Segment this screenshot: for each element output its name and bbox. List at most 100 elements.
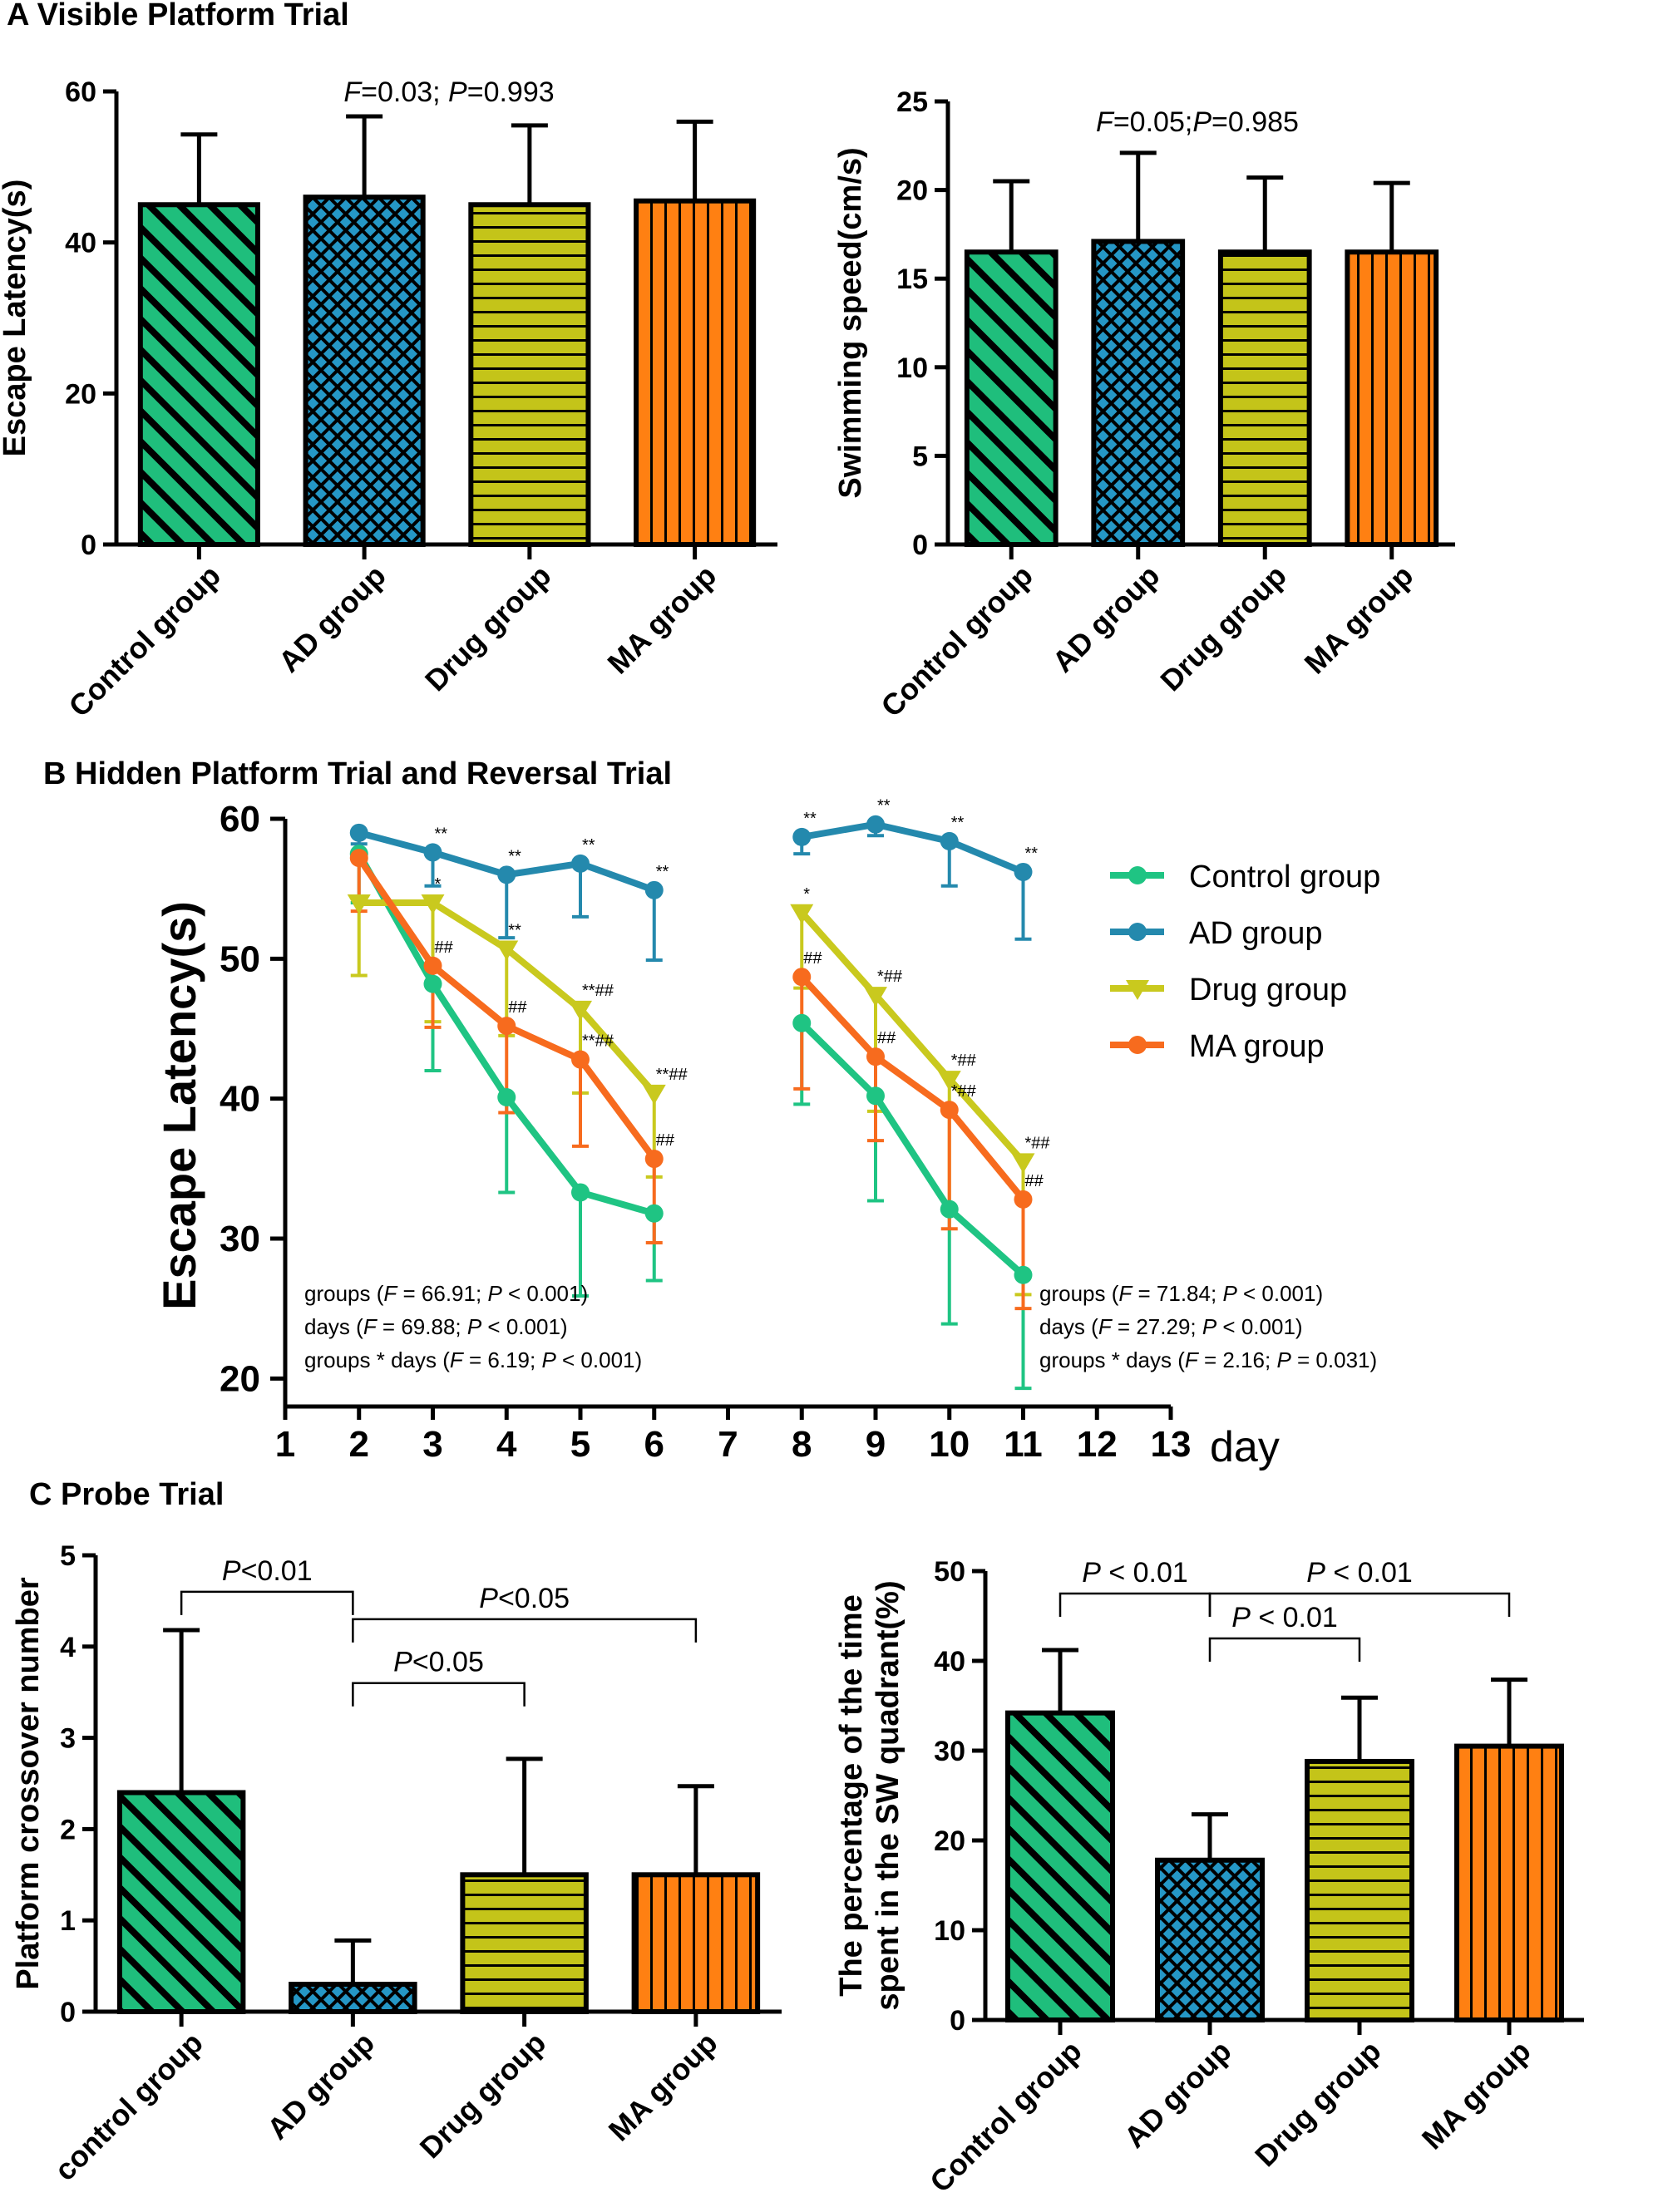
significance-mark: ** xyxy=(877,797,891,815)
chart-c1-platform-crossover: 0 1 2 3 4 5 control group AD group Drug group MA … xyxy=(11,1540,782,2187)
marker-control xyxy=(940,1200,959,1219)
y-axis-title: Escape Latency(s) xyxy=(153,901,205,1310)
y-tick-label: 15 xyxy=(896,264,928,295)
panel-a-title: A Visible Platform Trial xyxy=(7,0,349,32)
y-axis-title: Escape Latency(s) xyxy=(0,180,32,457)
marker-ad xyxy=(1014,862,1033,881)
y-tick-label: 5 xyxy=(60,1540,76,1572)
bar-drug xyxy=(460,1872,589,2015)
category-label: Drug group xyxy=(413,2026,553,2165)
bar-control xyxy=(137,202,260,547)
y-tick-label: 50 xyxy=(220,938,260,979)
series-line-control xyxy=(799,1020,1026,1278)
bar-drug xyxy=(468,202,591,547)
bracket-label: P<0.05 xyxy=(393,1647,484,1678)
bar-ma xyxy=(634,198,757,547)
significance-mark: ## xyxy=(1025,1172,1044,1190)
y-tick-label: 40 xyxy=(934,1646,965,1677)
series-line-ad xyxy=(801,820,1025,875)
bar-ad xyxy=(289,1982,417,2015)
marker-ma xyxy=(423,956,442,975)
y-tick-label: 40 xyxy=(65,228,96,259)
significance-mark: ** xyxy=(951,814,965,832)
category-label: AD group xyxy=(1118,2034,1238,2155)
y-axis-title-line1: The percentage of the time xyxy=(834,1594,869,1997)
marker-ad xyxy=(940,831,959,850)
significance-mark: ** xyxy=(435,825,448,843)
marker-ad xyxy=(423,843,442,862)
marker-ma xyxy=(792,968,812,987)
y-tick-label: 0 xyxy=(81,530,96,561)
y-tick-label: 20 xyxy=(65,378,96,410)
panel-b-title: B Hidden Platform Trial and Reversal Tri… xyxy=(43,756,672,791)
significance-mark: *## xyxy=(1025,1134,1051,1152)
chart-c2-sw-quadrant-time: 0 10 20 30 40 50 Control group AD group Drug gro… xyxy=(834,1556,1584,2199)
marker-control xyxy=(423,974,442,993)
category-label: AD group xyxy=(260,2026,381,2146)
panel-c-title: C Probe Trial xyxy=(29,1477,224,1512)
x-tick-label: 3 xyxy=(422,1424,442,1465)
marker-ma xyxy=(1014,1190,1033,1209)
series-line-drug xyxy=(799,910,1026,1165)
legend-marker-ad xyxy=(1128,923,1147,941)
significance-mark: ## xyxy=(877,1029,896,1047)
series-line-ma xyxy=(799,974,1026,1202)
legend-marker-drug xyxy=(1126,980,1149,1000)
category-label: Control group xyxy=(874,559,1039,724)
y-axis-title: Platform crossover number xyxy=(11,1577,46,1989)
y-tick-label: 30 xyxy=(220,1219,260,1259)
category-label: Control group xyxy=(62,559,227,724)
significance-bracket xyxy=(1058,1592,1211,1617)
category-label: MA group xyxy=(1415,2034,1537,2156)
bar-drug xyxy=(1305,1758,1414,2022)
bar-ma xyxy=(1345,249,1439,547)
y-axis-title-line2: spent in the SW quadrant(%) xyxy=(871,1580,906,2010)
bracket-label: P < 0.01 xyxy=(1231,1602,1338,1633)
x-tick-label: 10 xyxy=(929,1424,970,1465)
bar-drug xyxy=(1217,249,1312,547)
x-tick-label: 9 xyxy=(866,1424,886,1465)
category-label: Drug group xyxy=(1248,2034,1388,2174)
y-tick-label: 4 xyxy=(60,1632,76,1663)
significance-mark: * xyxy=(435,875,442,894)
legend-marker-control xyxy=(1128,866,1147,884)
stats-left: days (F = 69.88; P < 0.001) xyxy=(304,1314,568,1339)
category-label: AD group xyxy=(272,559,392,679)
significance-bracket xyxy=(352,1618,698,1643)
bar-ma xyxy=(1454,1743,1564,2023)
marker-control xyxy=(792,1013,812,1032)
marker-ma xyxy=(644,1150,664,1169)
marker-ma xyxy=(866,1047,885,1067)
x-tick-label: 6 xyxy=(644,1424,664,1465)
y-tick-label: 2 xyxy=(60,1814,76,1845)
x-tick-label: 1 xyxy=(275,1424,295,1465)
y-tick-label: 60 xyxy=(65,76,96,108)
marker-drug xyxy=(790,904,814,924)
significance-mark: ** xyxy=(582,836,595,855)
marker-ma xyxy=(571,1050,590,1069)
marker-drug xyxy=(569,1000,592,1021)
marker-ma xyxy=(940,1101,959,1120)
y-tick-label: 40 xyxy=(220,1079,260,1120)
legend: Control group AD group Drug group MA group xyxy=(1110,860,1380,1064)
marker-drug xyxy=(642,1084,666,1105)
marker-ad xyxy=(349,823,368,842)
marker-drug xyxy=(1011,1153,1035,1174)
legend-label-ma: MA group xyxy=(1189,1029,1325,1064)
x-tick-label: 5 xyxy=(570,1424,590,1465)
x-axis-title: day xyxy=(1210,1423,1280,1471)
significance-mark: ** xyxy=(1025,845,1039,863)
y-tick-label: 20 xyxy=(896,175,928,207)
bar-control xyxy=(1005,1710,1115,2022)
category-label: control group xyxy=(47,2026,209,2187)
significance-bracket xyxy=(352,1682,526,1707)
y-tick-label: 0 xyxy=(60,1997,76,2028)
significance-mark: *## xyxy=(951,1052,977,1070)
stats-right: groups * days (F = 2.16; P = 0.031) xyxy=(1039,1347,1377,1372)
marker-drug xyxy=(937,1071,961,1091)
marker-drug xyxy=(347,894,371,914)
x-tick-label: 11 xyxy=(1004,1424,1043,1465)
bracket-label: P < 0.01 xyxy=(1082,1557,1188,1589)
